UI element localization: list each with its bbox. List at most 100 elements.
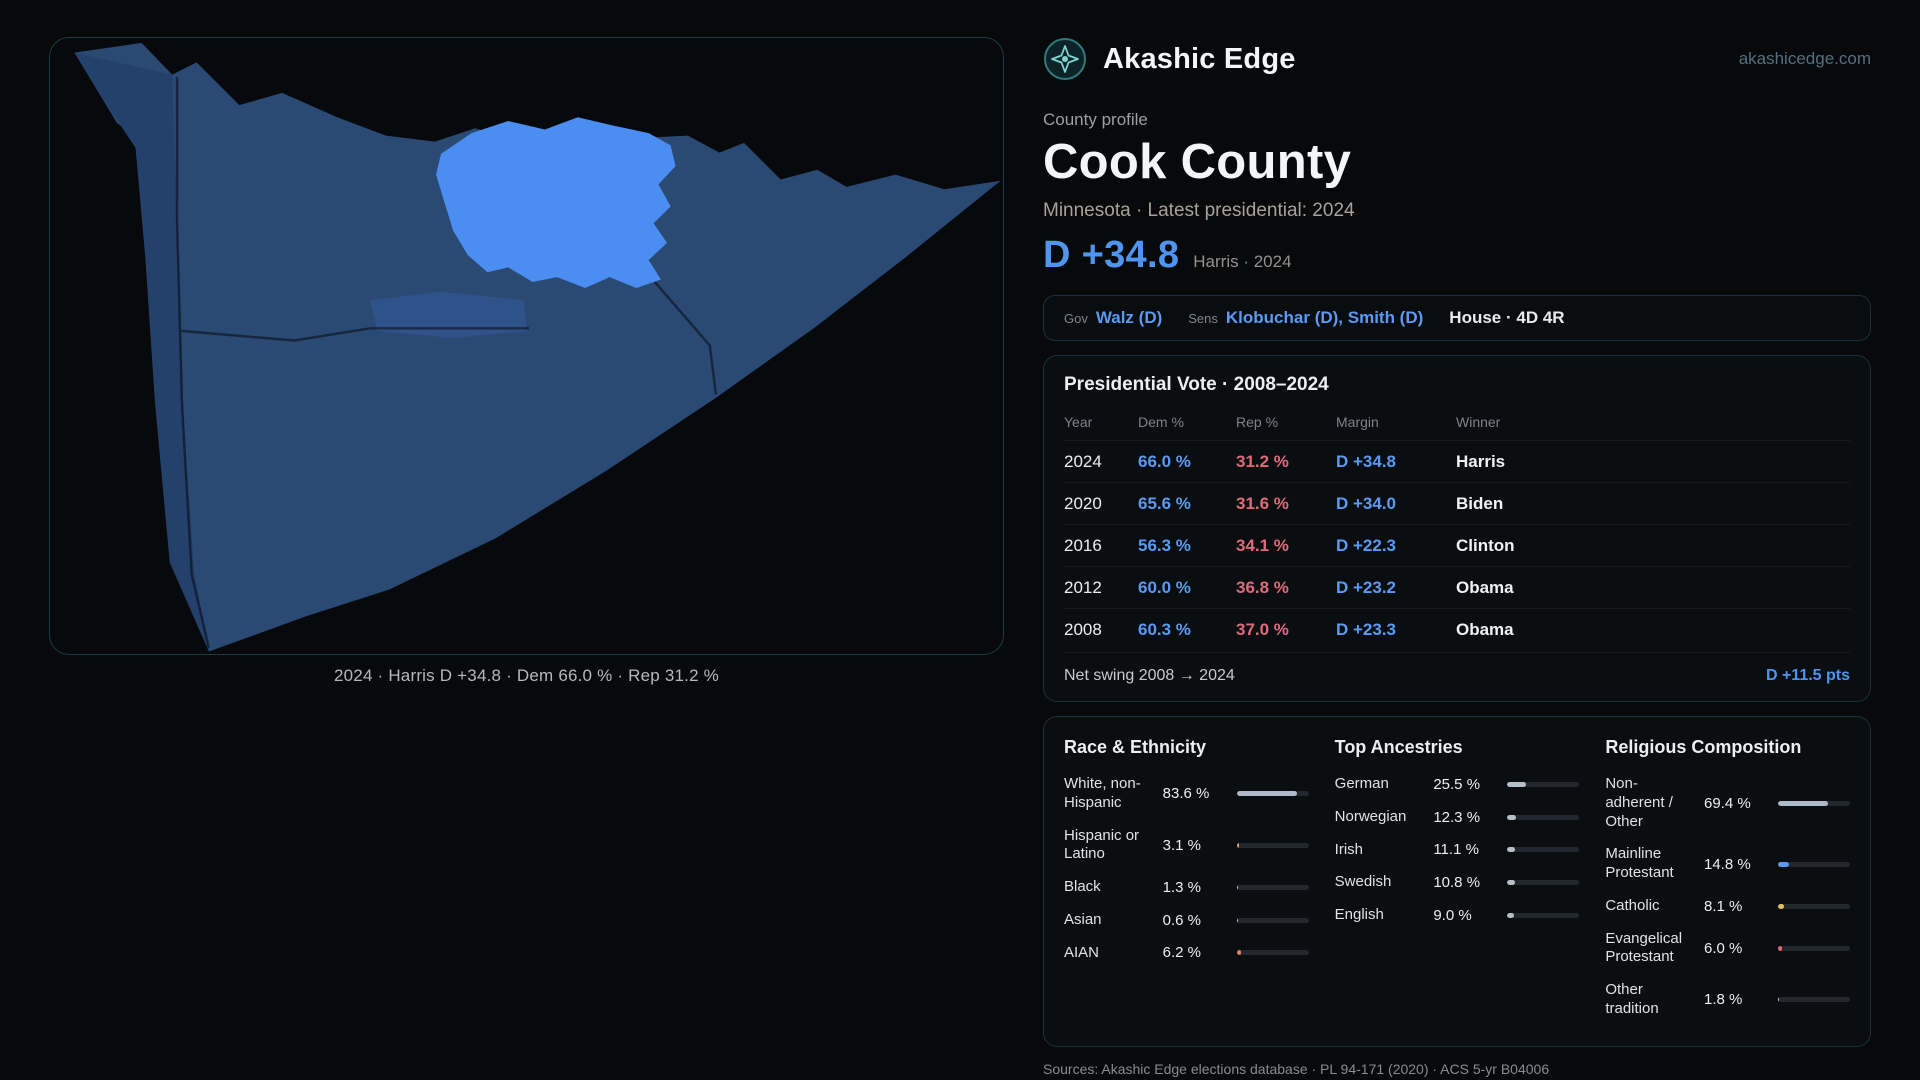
table-row: 2024 66.0 % 31.2 % D +34.8 Harris (1064, 440, 1850, 482)
rep-cell: 36.8 % (1236, 577, 1289, 597)
profile-column: Akashic Edge akashicedge.com County prof… (1043, 30, 1871, 1080)
brand-logo-icon (1044, 38, 1086, 80)
dem-cell: 66.0 % (1138, 451, 1191, 471)
sources-footer: Sources: Akashic Edge elections database… (1043, 1059, 1871, 1080)
demo-row: Mainline Protestant 14.8 % (1605, 838, 1850, 890)
demo-label: Evangelical Protestant (1605, 929, 1683, 966)
demo-bar (1236, 791, 1309, 797)
demo-bar (1507, 781, 1580, 787)
page-title: Cook County (1043, 135, 1352, 189)
dem-cell: 60.0 % (1138, 577, 1191, 597)
ancestries-section-title: Top Ancestries (1334, 737, 1463, 757)
margin-cell: D +34.8 (1336, 451, 1397, 471)
demo-value: 25.5 % (1433, 775, 1481, 793)
demographics-card: Race & Ethnicity White, non-Hispanic 83.… (1043, 716, 1871, 1047)
demo-bar (1507, 880, 1580, 886)
winner-cell: Obama (1456, 619, 1514, 639)
winner-cell: Clinton (1456, 535, 1515, 555)
table-row: 2012 60.0 % 36.8 % D +23.2 Obama (1064, 566, 1850, 608)
presidential-vote-card: Presidential Vote · 2008–2024 Year Dem %… (1043, 355, 1871, 702)
demo-row: Non-adherent / Other 69.4 % (1605, 768, 1850, 838)
map-region-cook-county-highlight[interactable] (436, 117, 676, 289)
demo-bar (1507, 814, 1580, 820)
year-cell: 2020 (1064, 493, 1102, 513)
winner-cell: Harris (1456, 451, 1506, 471)
demo-row: Asian 0.6 % (1064, 904, 1309, 937)
col-dem: Dem % (1138, 414, 1184, 430)
table-row: 2016 56.3 % 34.1 % D +22.3 Clinton (1064, 524, 1850, 566)
demo-bar (1778, 997, 1850, 1003)
dem-cell: 60.3 % (1138, 619, 1191, 639)
winner-cell: Obama (1456, 577, 1514, 597)
senators-label: Sens (1188, 310, 1218, 326)
demo-label: Swedish (1334, 873, 1392, 891)
map-caption: 2024 · Harris D +34.8 · Dem 66.0 % · Rep… (334, 666, 719, 685)
table-row: 2020 65.6 % 31.6 % D +34.0 Biden (1064, 482, 1850, 524)
demo-value: 9.0 % (1433, 906, 1472, 924)
margin-cell: D +34.0 (1336, 493, 1397, 513)
headline-margin-note: Harris · 2024 (1193, 252, 1292, 271)
demo-row: German 25.5 % (1335, 768, 1580, 801)
demo-value: 10.8 % (1433, 874, 1481, 892)
demo-row: English 9.0 % (1335, 899, 1580, 932)
demo-label: Mainline Protestant (1605, 845, 1674, 881)
year-cell: 2012 (1064, 577, 1102, 597)
net-swing-row: Net swing 2008 → 2024 D +11.5 pts (1064, 652, 1850, 687)
demo-value: 0.6 % (1162, 911, 1202, 929)
demo-bar (1507, 847, 1580, 853)
table-header-row: Year Dem % Rep % Margin Winner (1064, 408, 1850, 440)
demo-bar (1778, 903, 1850, 909)
demo-label: Catholic (1605, 896, 1660, 914)
demo-value: 1.3 % (1162, 878, 1202, 896)
demo-label: Other tradition (1605, 981, 1659, 1017)
demo-bar (1507, 912, 1580, 918)
rep-cell: 31.2 % (1236, 451, 1289, 471)
net-swing-label: Net swing 2008 → 2024 (1064, 667, 1235, 684)
state-map[interactable] (50, 38, 1003, 654)
religion-section-title: Religious Composition (1605, 737, 1802, 757)
margin-cell: D +23.3 (1336, 619, 1397, 639)
demo-label: Asian (1064, 910, 1102, 928)
demo-bar (1778, 945, 1850, 951)
officials-bar: Gov Walz (D) Sens Klobuchar (D), Smith (… (1043, 295, 1871, 341)
brand-name: Akashic Edge (1103, 42, 1296, 75)
demo-label: German (1334, 775, 1389, 792)
demo-row: Catholic 8.1 % (1605, 890, 1850, 923)
demo-label: Norwegian (1334, 807, 1407, 825)
demo-value: 1.8 % (1704, 991, 1743, 1009)
demo-bar (1778, 800, 1850, 806)
demo-value: 3.1 % (1162, 836, 1202, 854)
map-region-mainland[interactable] (74, 42, 1001, 652)
demo-value: 14.8 % (1704, 855, 1751, 873)
headline-margin: D +34.8 (1043, 234, 1180, 276)
demo-label: English (1334, 906, 1384, 923)
presidential-table: Year Dem % Rep % Margin Winner 2024 66.0… (1064, 408, 1850, 650)
rep-cell: 34.1 % (1236, 535, 1289, 555)
county-map-panel (49, 37, 1004, 655)
demo-bar (1778, 861, 1850, 867)
demo-row: Irish 11.1 % (1335, 834, 1580, 867)
col-rep: Rep % (1236, 414, 1279, 430)
demo-value: 6.0 % (1704, 939, 1743, 957)
senators-group: Sens Klobuchar (D), Smith (D) (1188, 308, 1423, 328)
col-winner: Winner (1456, 414, 1501, 430)
year-cell: 2016 (1064, 535, 1102, 555)
race-ethnicity-section: Race & Ethnicity White, non-Hispanic 83.… (1064, 737, 1309, 1026)
demo-label: Hispanic or Latino (1064, 826, 1140, 863)
margin-cell: D +22.3 (1336, 535, 1397, 555)
demo-value: 11.1 % (1433, 841, 1479, 859)
demo-value: 12.3 % (1433, 808, 1481, 826)
net-swing-value: D +11.5 pts (1765, 667, 1850, 684)
governor-label: Gov (1064, 310, 1088, 326)
demo-row: White, non-Hispanic 83.6 % (1064, 768, 1309, 820)
year-cell: 2008 (1064, 619, 1102, 639)
app-header: Akashic Edge akashicedge.com (1043, 30, 1871, 88)
map-region-adjacent[interactable] (370, 291, 527, 339)
demo-bar (1236, 950, 1309, 956)
dem-cell: 56.3 % (1138, 535, 1191, 555)
demo-value: 83.6 % (1162, 785, 1210, 803)
demo-label: White, non-Hispanic (1064, 775, 1141, 811)
site-link[interactable]: akashicedge.com (1738, 49, 1871, 68)
rep-cell: 31.6 % (1236, 493, 1289, 513)
map-region-west[interactable] (74, 52, 209, 652)
